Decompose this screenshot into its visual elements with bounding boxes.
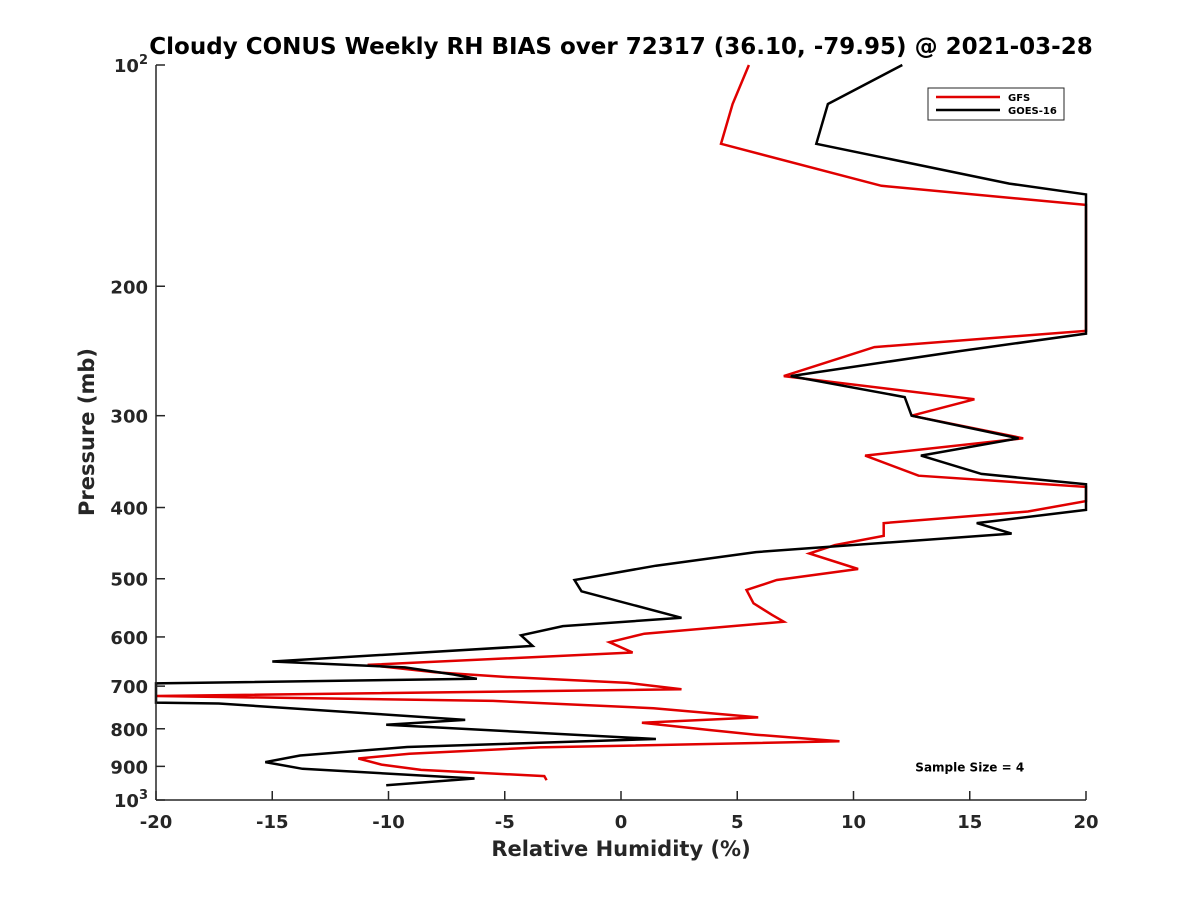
x-tick-label: -5 (495, 812, 515, 833)
series-layer (154, 63, 1088, 787)
y-tick-label: 200 (110, 277, 148, 298)
series-line-goes16 (154, 63, 1088, 787)
plot-area: -20 -15 -10 -5 0 5 10 15 20 102 200 300 400 500 600 70… (110, 53, 1098, 833)
y-tick-label: 400 (110, 499, 148, 520)
series-line-gfs (155, 64, 1088, 781)
y-tick-label: 102 (114, 53, 148, 77)
x-tick-label: 5 (731, 812, 744, 833)
legend-label-gfs: GFS (1008, 93, 1030, 104)
x-tick-label: -10 (372, 812, 405, 833)
y-axis-label: Pressure (mb) (75, 348, 99, 516)
y-tick-label: 300 (110, 407, 148, 428)
chart-title: Cloudy CONUS Weekly RH BIAS over 72317 (… (149, 34, 1092, 60)
x-tick-label: 20 (1073, 812, 1098, 833)
legend-label-goes16: GOES-16 (1008, 106, 1057, 117)
x-tick-label: 15 (957, 812, 982, 833)
y-tick-label: 600 (110, 628, 148, 649)
y-tick-label: 900 (110, 757, 148, 778)
x-tick-label: 10 (841, 812, 866, 833)
y-tick-label: 500 (110, 570, 148, 591)
y-tick-label: 700 (110, 677, 148, 698)
legend: GFS GOES-16 (927, 87, 1065, 121)
x-ticks: -20 -15 -10 -5 0 5 10 15 20 (140, 791, 1099, 833)
legend-box (927, 87, 1065, 121)
y-ticks: 102 200 300 400 500 600 700 800 900 103 (110, 53, 165, 812)
plot-background (156, 65, 1086, 800)
x-tick-label: -15 (256, 812, 289, 833)
x-axis-label: Relative Humidity (%) (491, 837, 750, 861)
x-tick-label: -20 (140, 812, 173, 833)
y-tick-label: 103 (114, 788, 148, 812)
x-tick-label: 0 (615, 812, 628, 833)
sample-size-annotation: Sample Size = 4 (915, 760, 1024, 774)
y-tick-label: 800 (110, 720, 148, 741)
